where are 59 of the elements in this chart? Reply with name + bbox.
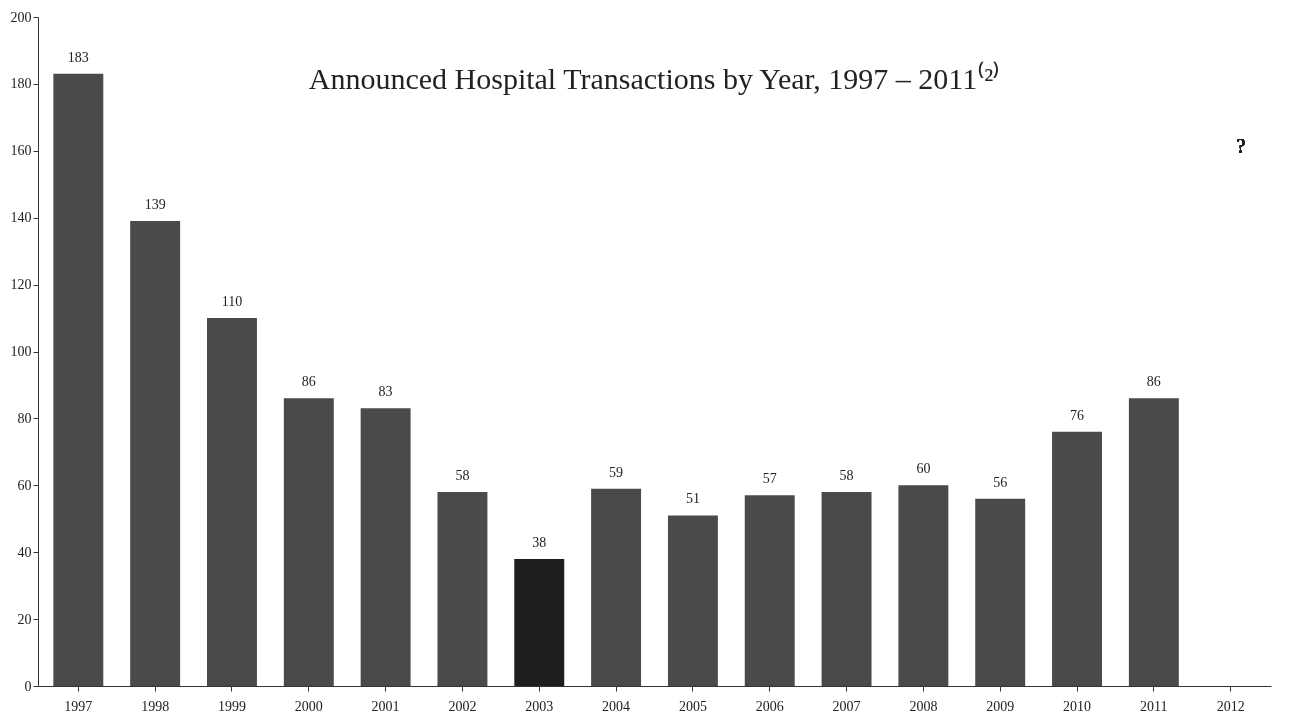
x-tick-label: 2007 <box>832 698 861 714</box>
data-label: 51 <box>685 491 700 507</box>
data-label: 59 <box>609 464 624 480</box>
x-tick-label: 2002 <box>448 698 477 714</box>
data-label: 38 <box>532 534 547 550</box>
y-tick-label: 140 <box>10 210 32 226</box>
x-tick-label: 2003 <box>525 698 554 714</box>
data-label: 110 <box>221 294 243 310</box>
data-label: 139 <box>144 197 166 213</box>
x-tick-label: 2012 <box>1216 698 1245 714</box>
data-label: 60 <box>916 461 931 477</box>
y-tick-label: 60 <box>17 477 32 493</box>
y-tick-label: 20 <box>17 611 32 627</box>
x-tick-label: 2009 <box>986 698 1015 714</box>
y-tick-label: 180 <box>10 76 32 92</box>
x-tick-label: 1997 <box>64 698 93 714</box>
bar <box>667 515 718 686</box>
y-tick-label: 80 <box>17 410 32 426</box>
data-label: 183 <box>67 49 89 65</box>
bar <box>898 485 949 686</box>
y-tick-label: 120 <box>10 277 32 293</box>
y-tick-label: 100 <box>10 344 32 359</box>
y-tick-label: 0 <box>24 678 32 694</box>
data-label: 58 <box>455 467 470 483</box>
x-tick-label: 2006 <box>755 698 784 714</box>
x-tick-label: 1998 <box>141 698 170 714</box>
annotation: ? <box>1236 135 1246 157</box>
data-label: 56 <box>993 474 1008 490</box>
data-label: 57 <box>762 471 777 487</box>
bar <box>360 408 411 686</box>
y-tick-label: 40 <box>17 544 32 560</box>
data-label: 86 <box>1146 374 1161 390</box>
bar <box>207 318 257 686</box>
y-tick-label: 160 <box>10 143 32 159</box>
bar <box>744 495 795 686</box>
bar <box>53 73 104 686</box>
bar <box>1128 398 1179 686</box>
bar <box>591 488 642 686</box>
bar <box>130 221 181 686</box>
x-tick-label: 2000 <box>294 698 323 714</box>
data-label: 58 <box>839 467 854 483</box>
bar <box>821 491 872 686</box>
data-label: 76 <box>1070 407 1085 423</box>
bar <box>283 398 334 686</box>
x-tick-label: 2004 <box>602 698 631 714</box>
bar <box>975 498 1026 686</box>
data-label: 86 <box>301 374 316 390</box>
bar <box>514 558 565 686</box>
data-label: 83 <box>378 384 393 400</box>
bar <box>1052 431 1102 686</box>
x-tick-label: 2011 <box>1140 698 1168 714</box>
x-tick-label: 2010 <box>1063 698 1092 714</box>
x-tick-label: 2005 <box>678 698 707 714</box>
x-tick-label: 2001 <box>371 698 400 714</box>
y-tick-label: 200 <box>10 9 32 25</box>
bar <box>437 491 488 686</box>
x-tick-label: 2008 <box>909 698 938 714</box>
x-tick-label: 1999 <box>217 698 246 714</box>
text: Announced Hospital Transactions by Year, 1997 – 2011⁽²⁾ <box>308 61 1001 95</box>
